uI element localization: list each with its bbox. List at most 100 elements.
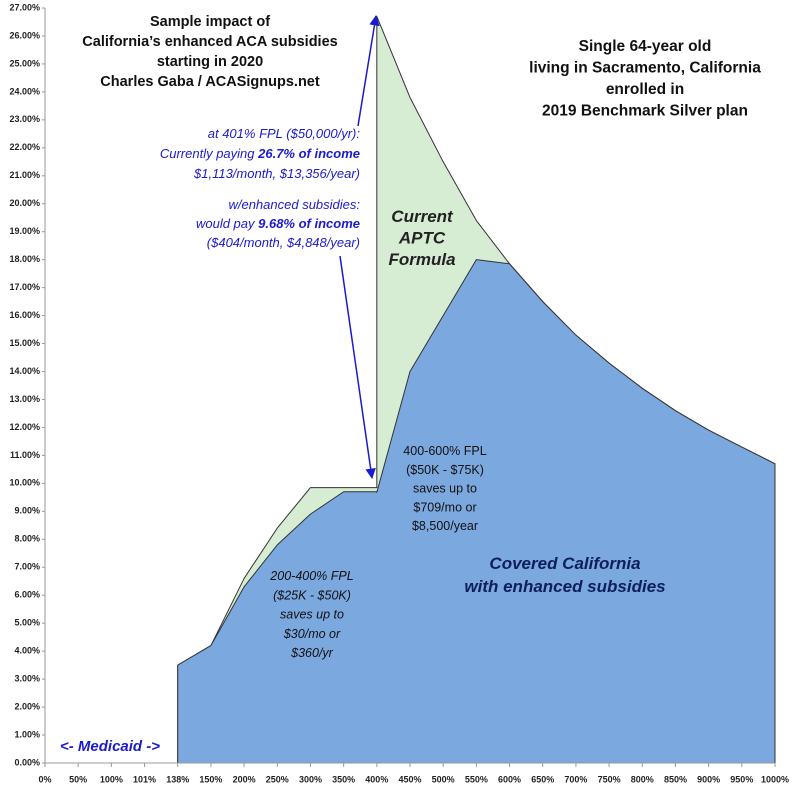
y-tick-label: 8.00% — [14, 534, 40, 544]
x-tick-label: 300% — [299, 774, 322, 784]
annotation: Currently paying 26.7% of income — [160, 146, 360, 161]
annotation: <- Medicaid -> — [60, 738, 160, 755]
annotation-part: living in Sacramento, California — [529, 60, 761, 77]
x-tick-label: 550% — [465, 774, 488, 784]
x-tick-label: 750% — [598, 774, 621, 784]
annotation: saves up to — [413, 482, 477, 496]
annotation-part: Formula — [388, 250, 455, 269]
y-tick-label: 16.00% — [9, 310, 40, 320]
y-tick-label: 20.00% — [9, 198, 40, 208]
y-tick-label: 2.00% — [14, 701, 40, 711]
y-tick-label: 10.00% — [9, 478, 40, 488]
annotation-part: Charles Gaba / ACASignups.net — [100, 74, 320, 90]
x-tick-label: 850% — [664, 774, 687, 784]
annotation: APTC — [398, 229, 446, 248]
annotation-part: $8,500/year — [412, 519, 478, 533]
annotation-part: with enhanced subsidies — [464, 577, 665, 596]
annotation: $30/mo or — [283, 627, 341, 641]
annotation-part: saves up to — [280, 608, 344, 622]
annotation-part: ($404/month, $4,848/year) — [207, 235, 360, 250]
annotation-part: 9.68% of income — [258, 216, 360, 231]
y-tick-label: 1.00% — [14, 729, 40, 739]
annotation: enrolled in — [606, 81, 684, 98]
annotation-part: Current — [391, 207, 454, 226]
annotation-part: Covered California — [489, 554, 640, 573]
y-tick-label: 11.00% — [10, 450, 40, 460]
annotation-part: 200-400% FPL — [269, 569, 353, 583]
arrow — [357, 14, 380, 127]
annotation: Charles Gaba / ACASignups.net — [100, 74, 320, 90]
y-tick-label: 13.00% — [9, 394, 40, 404]
y-tick-label: 25.00% — [9, 58, 40, 68]
annotation: $8,500/year — [412, 519, 478, 533]
y-tick-label: 23.00% — [9, 114, 40, 124]
x-tick-label: 950% — [730, 774, 753, 784]
annotation-part: ($50K - $75K) — [406, 463, 484, 477]
y-tick-label: 19.00% — [9, 226, 40, 236]
annotation: Covered California — [489, 554, 640, 573]
x-tick-label: 500% — [432, 774, 455, 784]
y-tick-label: 17.00% — [9, 282, 40, 292]
annotation: California’s enhanced ACA subsidies — [82, 34, 337, 50]
x-tick-label: 0% — [38, 774, 51, 784]
annotation: would pay 9.68% of income — [196, 216, 360, 231]
annotation: 400-600% FPL — [403, 444, 486, 458]
y-tick-label: 22.00% — [9, 142, 40, 152]
x-tick-label: 700% — [564, 774, 587, 784]
annotation: ($50K - $75K) — [406, 463, 484, 477]
x-tick-label: 900% — [697, 774, 720, 784]
annotation-part: enrolled in — [606, 81, 684, 98]
areas — [177, 15, 776, 764]
annotation: living in Sacramento, California — [529, 60, 761, 77]
annotation: Sample impact of — [150, 14, 270, 30]
area — [177, 259, 776, 764]
annotation: Single 64-year old — [579, 38, 712, 55]
y-tick-label: 9.00% — [14, 506, 40, 516]
annotation-part: $709/mo or — [413, 501, 476, 515]
annotation: w/enhanced subsidies: — [228, 197, 360, 212]
x-tick-label: 138% — [166, 774, 189, 784]
x-tick-label: 50% — [69, 774, 87, 784]
x-tick-label: 350% — [332, 774, 355, 784]
annotation-part: Currently paying — [160, 146, 258, 161]
annotation: ($25K - $50K) — [273, 589, 351, 603]
y-tick-label: 26.00% — [9, 30, 40, 40]
annotation-part: saves up to — [413, 482, 477, 496]
y-tick-label: 15.00% — [9, 338, 40, 348]
annotation-part: starting in 2020 — [157, 54, 263, 70]
y-tick-label: 0.00% — [14, 757, 40, 767]
y-tick-label: 18.00% — [9, 254, 40, 264]
annotation-part: would pay — [196, 216, 258, 231]
annotation-part: $360/yr — [290, 646, 334, 660]
annotation-part: <- Medicaid -> — [60, 738, 160, 755]
annotation-part: w/enhanced subsidies: — [228, 197, 360, 212]
y-tick-label: 3.00% — [14, 673, 40, 683]
x-tick-label: 400% — [365, 774, 388, 784]
annotation: with enhanced subsidies — [464, 577, 665, 596]
arrow — [339, 255, 376, 480]
annotation-part: ($25K - $50K) — [273, 589, 351, 603]
annotation: $360/yr — [290, 646, 334, 660]
annotation-part: APTC — [398, 229, 446, 248]
y-tick-label: 7.00% — [14, 562, 40, 572]
annotation: 2019 Benchmark Silver plan — [542, 103, 748, 120]
x-tick-label: 200% — [233, 774, 256, 784]
y-tick-label: 14.00% — [9, 366, 40, 376]
annotation: at 401% FPL ($50,000/yr): — [208, 126, 361, 141]
annotation-part: Sample impact of — [150, 14, 270, 30]
annotation: 200-400% FPL — [269, 569, 353, 583]
annotation-part: California’s enhanced ACA subsidies — [82, 34, 337, 50]
y-tick-label: 27.00% — [9, 2, 40, 12]
y-tick-label: 4.00% — [14, 646, 40, 656]
x-tick-label: 800% — [631, 774, 654, 784]
y-tick-label: 21.00% — [9, 170, 40, 180]
y-tick-label: 5.00% — [14, 618, 40, 628]
x-tick-label: 250% — [266, 774, 289, 784]
annotation: $1,113/month, $13,356/year) — [193, 166, 360, 181]
annotation-part: Single 64-year old — [579, 38, 712, 55]
annotation-part: at 401% FPL ($50,000/yr): — [208, 126, 361, 141]
annotation: Current — [391, 207, 454, 226]
annotation-part: $1,113/month, $13,356/year) — [193, 166, 360, 181]
annotation: ($404/month, $4,848/year) — [207, 235, 360, 250]
